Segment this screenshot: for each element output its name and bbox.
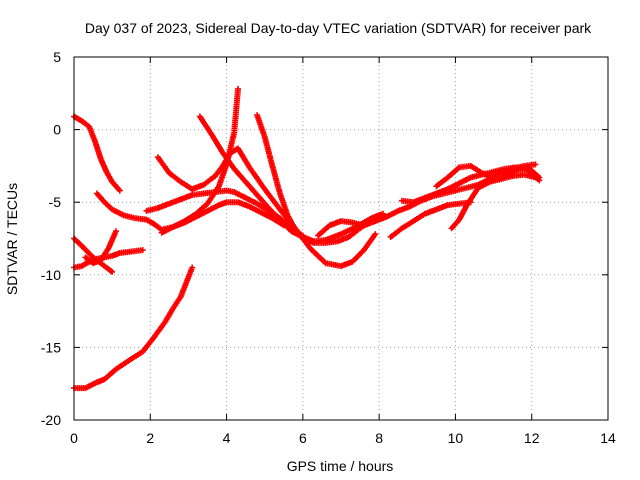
series-track-o: [448, 171, 539, 232]
x-tick-label: 6: [299, 430, 307, 446]
series-track-d: [82, 228, 119, 267]
y-tick-label: 5: [53, 49, 61, 65]
x-tick-label: 14: [600, 430, 616, 446]
x-tick-label: 12: [524, 430, 540, 446]
plot-frame: [73, 56, 609, 421]
axis-ticks: 0 2 4 6 8 10 12 14 -20 -15 -10 -5 0 5: [41, 49, 616, 446]
x-axis-label: GPS time / hours: [287, 458, 394, 474]
data-point-markers: [448, 171, 539, 232]
data-point-markers: [387, 199, 474, 240]
grid-lines: [74, 57, 608, 420]
series-track-a: [71, 113, 123, 194]
data-point-markers: [433, 162, 543, 190]
data-point-markers: [71, 113, 123, 194]
chart-title: Day 037 of 2023, Sidereal Day-to-day VTE…: [85, 20, 592, 36]
series-track-p: [433, 162, 543, 190]
y-tick-label: -10: [41, 267, 61, 283]
y-tick-label: -20: [41, 412, 61, 428]
data-point-markers: [82, 228, 119, 267]
series-track-e: [71, 264, 196, 392]
data-point-markers: [254, 112, 383, 246]
y-tick-label: -15: [41, 339, 61, 355]
x-tick-label: 2: [146, 430, 154, 446]
series-track-j: [158, 85, 241, 236]
series-track-m: [387, 199, 474, 240]
y-tick-label: 0: [53, 122, 61, 138]
x-tick-label: 8: [375, 430, 383, 446]
data-point-markers: [71, 264, 196, 392]
data-point-markers: [158, 85, 241, 236]
series-track-k: [254, 112, 383, 246]
data-series: [71, 85, 543, 392]
y-axis-label: SDTVAR / TECUs: [4, 183, 20, 295]
x-tick-label: 10: [448, 430, 464, 446]
x-tick-label: 0: [70, 430, 78, 446]
x-tick-label: 4: [223, 430, 231, 446]
y-tick-label: -5: [49, 194, 62, 210]
